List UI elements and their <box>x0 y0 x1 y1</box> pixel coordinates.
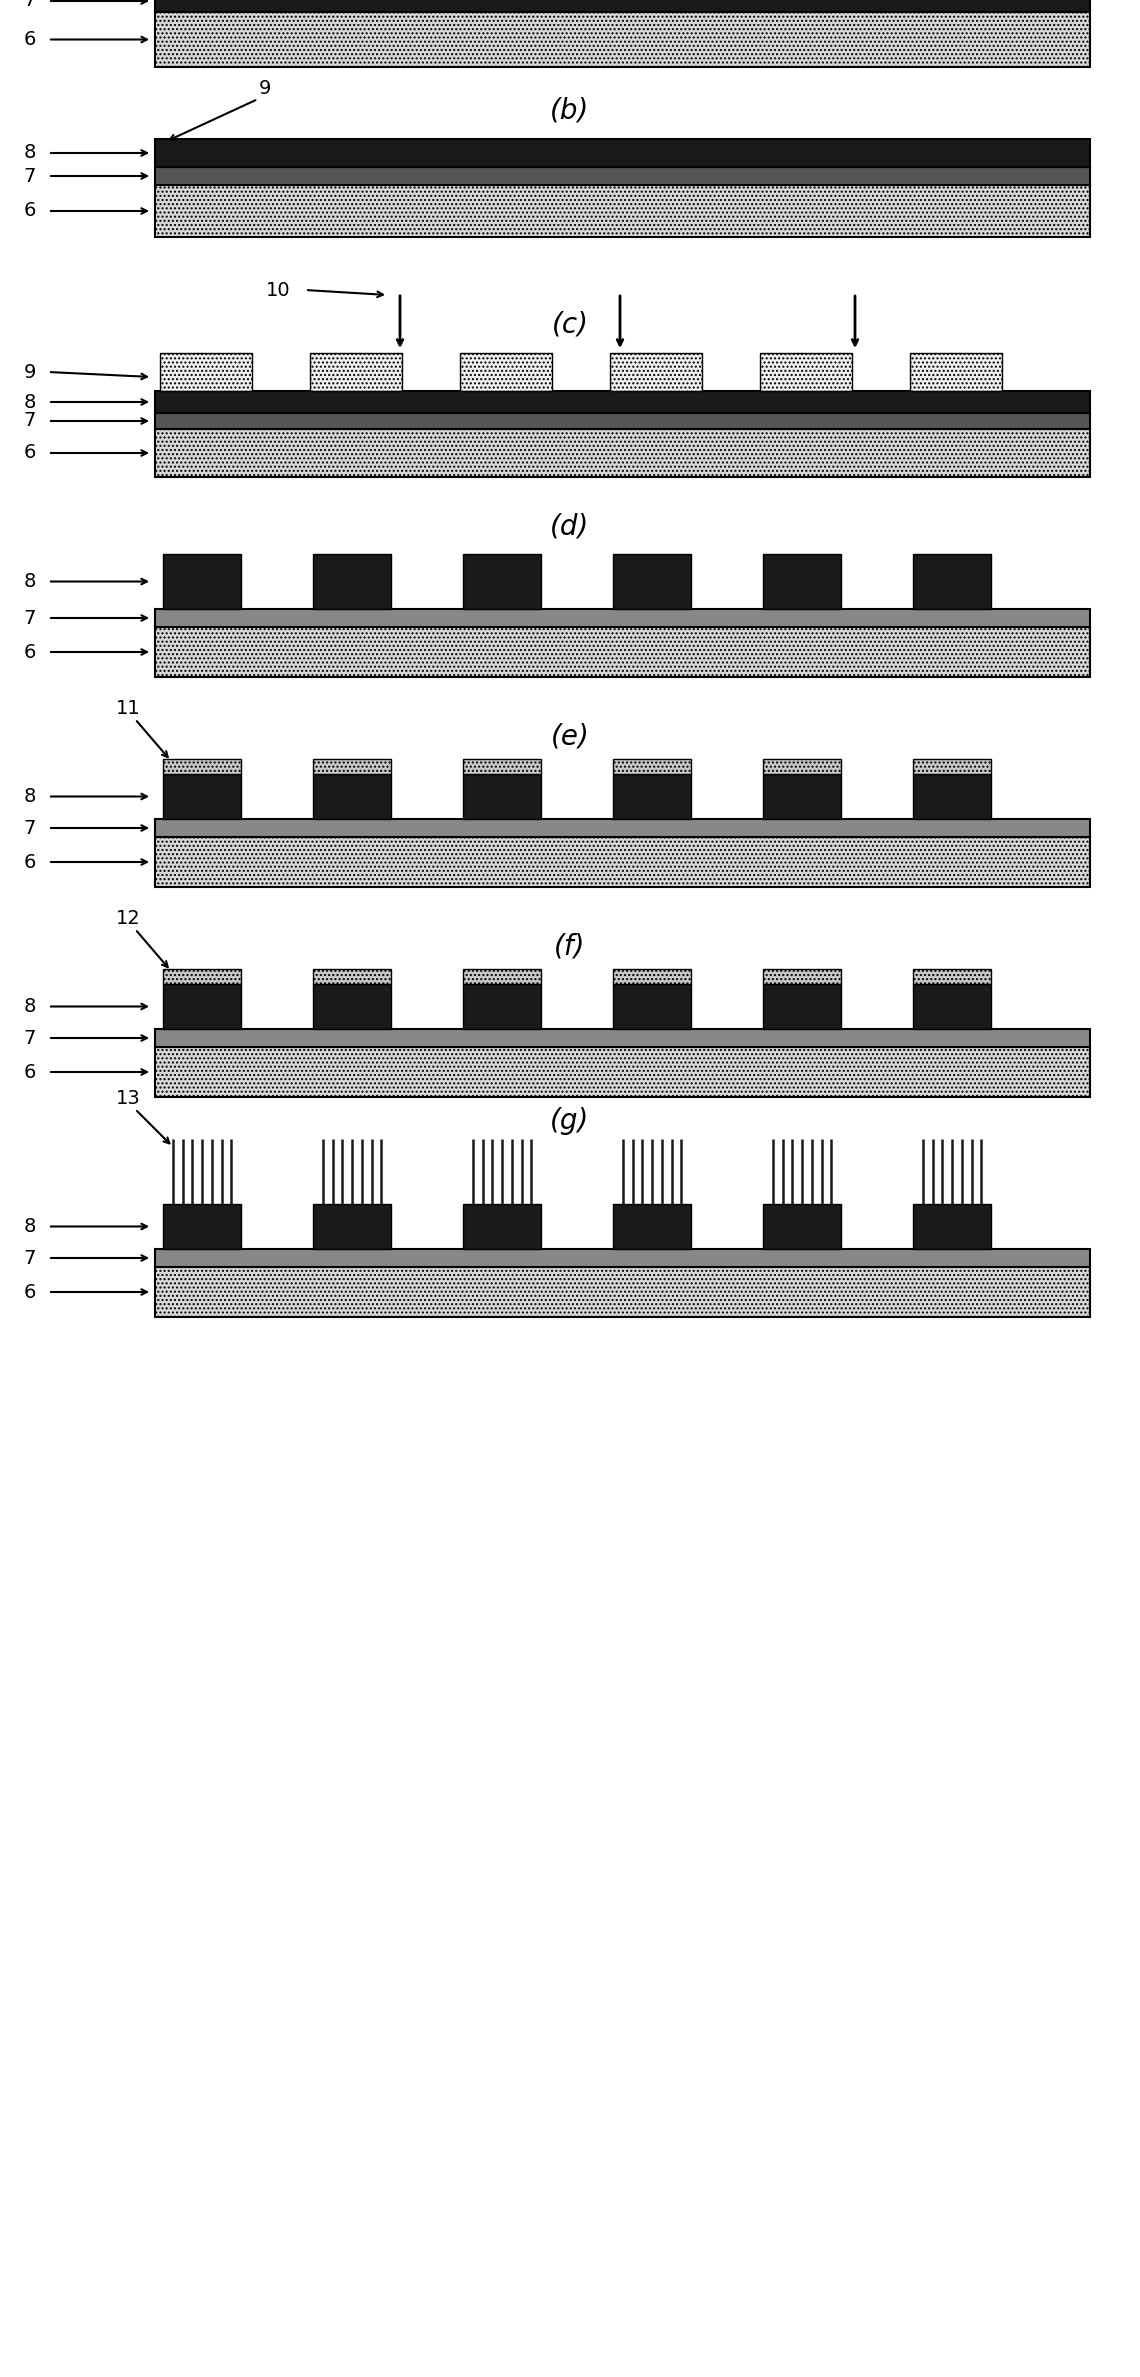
Text: (e): (e) <box>551 723 589 751</box>
Text: 6: 6 <box>24 853 36 872</box>
Text: 6: 6 <box>24 31 36 50</box>
Bar <box>163 775 241 820</box>
Text: (g): (g) <box>551 1108 589 1134</box>
Bar <box>913 775 991 820</box>
Bar <box>913 970 991 984</box>
Bar <box>463 775 542 820</box>
Bar <box>155 609 1090 628</box>
Text: 12: 12 <box>115 910 140 929</box>
Bar <box>763 758 841 775</box>
Text: (c): (c) <box>552 311 588 340</box>
Text: 8: 8 <box>24 573 36 592</box>
Text: 7: 7 <box>24 818 36 837</box>
Text: 10: 10 <box>266 280 291 300</box>
Bar <box>763 554 841 609</box>
Bar <box>155 185 1090 238</box>
Bar <box>461 354 552 390</box>
Bar <box>763 775 841 820</box>
Text: 6: 6 <box>24 444 36 464</box>
Bar <box>155 414 1090 428</box>
Bar <box>613 758 691 775</box>
Text: 7: 7 <box>24 0 36 10</box>
Bar <box>163 554 241 609</box>
Text: 8: 8 <box>24 787 36 806</box>
Text: 6: 6 <box>24 642 36 661</box>
Text: 7: 7 <box>24 1029 36 1048</box>
Bar <box>913 984 991 1029</box>
Text: 8: 8 <box>24 392 36 411</box>
Bar <box>163 1205 241 1248</box>
Bar <box>613 970 691 984</box>
Text: 8: 8 <box>24 1217 36 1236</box>
Text: 9: 9 <box>24 364 36 380</box>
Bar <box>155 837 1090 887</box>
Bar <box>155 1029 1090 1046</box>
Bar <box>463 758 542 775</box>
Bar <box>314 1205 391 1248</box>
Bar <box>763 984 841 1029</box>
Text: 6: 6 <box>24 1284 36 1303</box>
Bar <box>155 1248 1090 1267</box>
Bar <box>155 428 1090 478</box>
Bar <box>160 354 252 390</box>
Bar <box>310 354 402 390</box>
Bar <box>610 354 702 390</box>
Bar <box>613 775 691 820</box>
Text: 6: 6 <box>24 202 36 221</box>
Bar <box>913 554 991 609</box>
Bar <box>463 554 542 609</box>
Bar <box>763 970 841 984</box>
Text: (f): (f) <box>554 934 586 960</box>
Bar <box>155 628 1090 677</box>
Bar <box>155 820 1090 837</box>
Bar <box>314 758 391 775</box>
Bar <box>163 984 241 1029</box>
Bar <box>163 758 241 775</box>
Bar <box>163 970 241 984</box>
Bar <box>155 166 1090 185</box>
Text: 7: 7 <box>24 609 36 628</box>
Text: 7: 7 <box>24 411 36 430</box>
Bar <box>910 354 1002 390</box>
Bar <box>463 1205 542 1248</box>
Bar <box>760 354 852 390</box>
Text: 11: 11 <box>115 699 140 718</box>
Text: 8: 8 <box>24 143 36 162</box>
Bar <box>155 138 1090 166</box>
Bar <box>314 984 391 1029</box>
Text: (b): (b) <box>551 97 589 126</box>
Bar <box>463 970 542 984</box>
Bar <box>155 390 1090 414</box>
Bar <box>314 970 391 984</box>
Bar <box>155 1267 1090 1317</box>
Bar <box>314 554 391 609</box>
Bar <box>155 1046 1090 1098</box>
Text: 8: 8 <box>24 996 36 1015</box>
Bar <box>613 1205 691 1248</box>
Text: 13: 13 <box>115 1089 140 1108</box>
Bar <box>155 12 1090 67</box>
Text: 7: 7 <box>24 1248 36 1267</box>
Bar <box>155 0 1090 12</box>
Bar <box>913 758 991 775</box>
Bar <box>613 554 691 609</box>
Text: 9: 9 <box>259 78 271 97</box>
Bar <box>913 1205 991 1248</box>
Bar <box>763 1205 841 1248</box>
Text: 7: 7 <box>24 166 36 185</box>
Text: 6: 6 <box>24 1063 36 1082</box>
Bar <box>314 775 391 820</box>
Bar <box>613 984 691 1029</box>
Bar <box>463 984 542 1029</box>
Text: (d): (d) <box>551 511 589 540</box>
